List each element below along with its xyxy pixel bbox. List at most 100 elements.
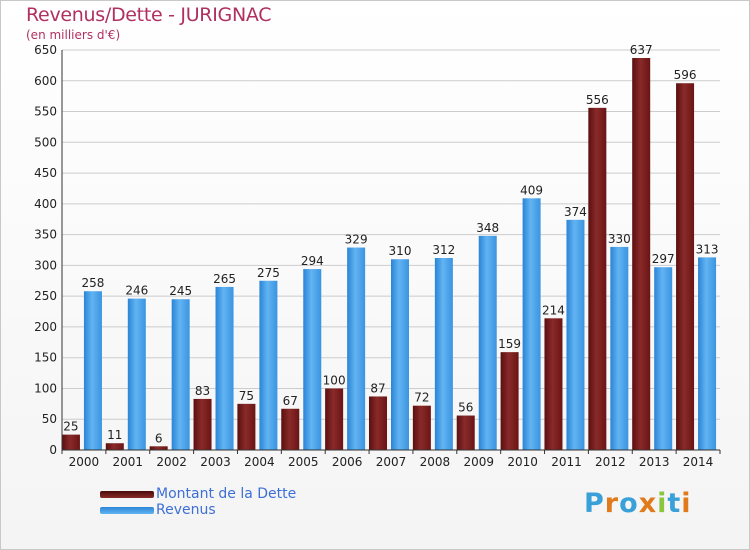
x-tick-label: 2001 [113, 455, 144, 469]
y-tick-label: 600 [34, 74, 57, 88]
logo-letter: r [604, 488, 620, 519]
debt-value-label-2002: 6 [155, 431, 163, 445]
debt-value-label-2003: 83 [195, 384, 210, 398]
revenue-bar-2012 [610, 246, 629, 450]
chart-subtitle: (en milliers d'€) [26, 28, 121, 42]
revenue-value-label-2010: 409 [520, 183, 543, 197]
y-tick-label: 650 [34, 43, 57, 57]
revenue-value-label-2008: 312 [432, 243, 455, 257]
revenue-value-label-2002: 245 [169, 284, 192, 298]
revenue-bar-2001 [127, 298, 146, 450]
debt-bar-2009 [456, 415, 475, 450]
legend-item-revenue: Revenus [100, 502, 296, 518]
legend-swatch-debt [100, 490, 154, 498]
revenue-value-label-2000: 258 [81, 276, 104, 290]
debt-bar-2006 [325, 388, 344, 450]
y-tick-label: 0 [49, 443, 57, 457]
debt-value-label-2008: 72 [414, 391, 429, 405]
x-tick-label: 2005 [288, 455, 319, 469]
x-tick-label: 2003 [200, 455, 231, 469]
y-tick-label: 350 [34, 228, 57, 242]
x-tick-label: 2012 [595, 455, 626, 469]
legend-swatch-revenue [100, 506, 154, 514]
revenue-bar-2008 [434, 258, 453, 450]
logo-letter: P [584, 488, 605, 519]
revenue-bar-2002 [171, 299, 190, 450]
debt-bar-2013 [632, 58, 651, 450]
chart-title: Revenus/Dette - JURIGNAC [26, 4, 272, 26]
revenue-value-label-2014: 313 [696, 242, 719, 256]
y-tick-label: 500 [34, 135, 57, 149]
debt-bar-2007 [369, 396, 387, 450]
debt-value-label-2014: 596 [674, 68, 697, 82]
debt-bar-2004 [237, 403, 256, 450]
debt-bar-2000 [61, 434, 80, 450]
revenue-bar-2000 [83, 291, 102, 450]
debt-bar-2012 [588, 107, 607, 450]
x-tick-label: 2000 [69, 455, 100, 469]
revenue-bar-2011 [566, 219, 585, 450]
revenue-value-label-2009: 348 [476, 221, 499, 235]
revenue-value-label-2007: 310 [389, 244, 412, 258]
debt-value-label-2012: 556 [586, 93, 609, 107]
revenue-bar-2014 [698, 257, 717, 450]
x-tick-label: 2014 [683, 455, 714, 469]
revenue-bar-2003 [215, 286, 234, 450]
legend-label-revenue: Revenus [156, 502, 216, 518]
debt-bar-2003 [193, 398, 212, 450]
debt-value-label-2007: 87 [370, 381, 385, 395]
axes: 0 50 100 150 200 250 300 350 400 450 500 550 600 650 2… [34, 43, 721, 469]
debt-value-label-2005: 67 [283, 394, 298, 408]
debt-bar-2011 [544, 318, 563, 450]
y-tick-label: 400 [34, 197, 57, 211]
revenue-bar-2004 [259, 280, 278, 450]
debt-value-label-2011: 214 [542, 303, 565, 317]
revenue-bar-2005 [303, 269, 322, 450]
revenue-value-label-2012: 330 [608, 232, 631, 246]
debt-value-label-2001: 11 [107, 428, 122, 442]
logo-letter: o [619, 488, 639, 519]
debt-value-label-2006: 100 [323, 373, 346, 387]
x-tick-label: 2010 [507, 455, 538, 469]
debt-bar-2014 [676, 83, 695, 450]
revenue-bar-2009 [478, 235, 497, 450]
revenue-value-label-2001: 246 [125, 284, 148, 298]
logo-letter: i [657, 488, 668, 519]
x-tick-label: 2008 [420, 455, 451, 469]
y-tick-label: 150 [34, 351, 57, 365]
debt-bar-2010 [500, 352, 519, 450]
proxiti-logo: Proxiti [584, 488, 692, 519]
y-tick-label: 100 [34, 381, 57, 395]
revenue-value-label-2003: 265 [213, 272, 236, 286]
y-tick-label: 200 [34, 320, 57, 334]
debt-value-label-2010: 159 [498, 337, 521, 351]
x-tick-label: 2013 [639, 455, 670, 469]
revenue-value-label-2004: 275 [257, 266, 280, 280]
logo-letter: i [681, 488, 692, 519]
y-tick-label: 250 [34, 289, 57, 303]
logo-letter: t [667, 488, 682, 519]
debt-value-label-2009: 56 [458, 401, 473, 415]
x-tick-label: 2004 [244, 455, 275, 469]
revenue-value-label-2011: 374 [564, 205, 587, 219]
revenue-bar-2007 [391, 259, 409, 450]
revenue-bar-2010 [522, 198, 541, 450]
y-tick-label: 50 [42, 412, 57, 426]
y-tick-label: 450 [34, 166, 57, 180]
legend-label-debt: Montant de la Dette [156, 486, 297, 502]
debt-bar-2002 [149, 446, 168, 450]
x-tick-label: 2002 [156, 455, 187, 469]
revenue-value-label-2006: 329 [345, 233, 368, 247]
revenue-value-label-2013: 297 [652, 252, 675, 266]
debt-value-label-2013: 637 [630, 43, 653, 57]
logo-letter: x [638, 488, 658, 519]
y-tick-label: 550 [34, 105, 57, 119]
revenue-value-label-2005: 294 [301, 254, 324, 268]
legend-item-debt: Montant de la Dette [100, 486, 296, 502]
y-tick-label: 300 [34, 258, 57, 272]
debt-bar-2008 [412, 405, 431, 450]
x-tick-label: 2006 [332, 455, 363, 469]
x-tick-label: 2007 [376, 455, 407, 469]
debt-value-label-2004: 75 [239, 389, 254, 403]
